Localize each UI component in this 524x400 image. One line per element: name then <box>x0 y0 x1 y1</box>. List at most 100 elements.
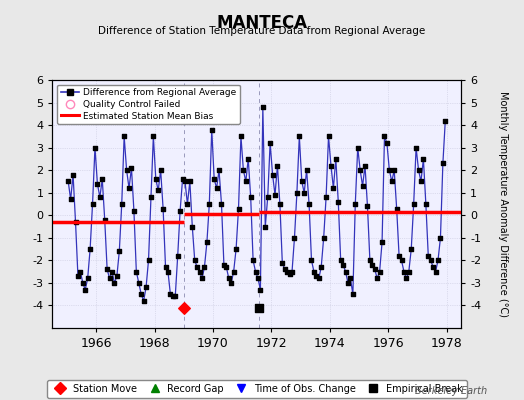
Point <box>210 176 219 182</box>
Point <box>74 273 82 279</box>
Point <box>252 268 260 275</box>
Point <box>278 260 287 266</box>
Point <box>336 257 345 264</box>
Point <box>419 156 428 162</box>
Point <box>356 167 364 173</box>
Point <box>98 176 106 182</box>
Point <box>105 275 114 282</box>
Point <box>405 268 413 275</box>
Point <box>324 133 333 140</box>
Point <box>310 268 318 275</box>
Point <box>259 104 267 110</box>
Point <box>414 167 423 173</box>
Point <box>125 185 133 192</box>
Point <box>344 280 352 286</box>
Point <box>254 275 262 282</box>
Point <box>96 194 104 200</box>
Point <box>230 268 238 275</box>
Point <box>108 268 116 275</box>
Point <box>132 268 140 275</box>
Point <box>397 257 406 264</box>
Point <box>395 253 403 259</box>
Legend: Station Move, Record Gap, Time of Obs. Change, Empirical Break: Station Move, Record Gap, Time of Obs. C… <box>47 380 467 398</box>
Point <box>298 178 306 185</box>
Point <box>271 192 279 198</box>
Point <box>234 205 243 212</box>
Point <box>86 246 94 252</box>
Point <box>273 162 281 169</box>
Point <box>64 178 72 185</box>
Text: Difference of Station Temperature Data from Regional Average: Difference of Station Temperature Data f… <box>99 26 425 36</box>
Point <box>429 264 438 270</box>
Point <box>295 133 303 140</box>
Point <box>334 198 343 205</box>
Point <box>314 275 323 282</box>
Point <box>130 208 138 214</box>
Point <box>144 257 152 264</box>
Point <box>407 246 416 252</box>
Point <box>354 144 362 151</box>
Point <box>178 176 187 182</box>
Point <box>305 201 313 207</box>
Point <box>117 201 126 207</box>
Point <box>300 190 309 196</box>
Point <box>370 266 379 272</box>
Point <box>142 284 150 291</box>
Point <box>69 172 77 178</box>
Point <box>222 264 231 270</box>
Point <box>280 266 289 272</box>
Point <box>91 144 99 151</box>
Point <box>185 178 194 185</box>
Point <box>312 273 321 279</box>
Y-axis label: Monthly Temperature Anomaly Difference (°C): Monthly Temperature Anomaly Difference (… <box>498 91 508 317</box>
Point <box>302 167 311 173</box>
Point <box>341 268 350 275</box>
Point <box>120 133 128 140</box>
Point <box>434 257 442 264</box>
Point <box>268 172 277 178</box>
Point <box>329 185 337 192</box>
Point <box>246 194 255 200</box>
Point <box>220 262 228 268</box>
Point <box>103 266 111 272</box>
Point <box>200 264 209 270</box>
Point <box>361 162 369 169</box>
Point <box>161 264 170 270</box>
Point <box>195 268 204 275</box>
Point <box>67 196 75 203</box>
Point <box>159 205 167 212</box>
Point <box>169 293 177 300</box>
Point <box>147 194 155 200</box>
Point <box>215 167 223 173</box>
Point <box>417 178 425 185</box>
Point <box>71 219 80 225</box>
Point <box>290 235 299 241</box>
Point <box>441 117 450 124</box>
Point <box>171 293 179 300</box>
Point <box>225 275 233 282</box>
Point <box>101 216 109 223</box>
Point <box>286 271 294 277</box>
Point <box>439 160 447 167</box>
Point <box>137 291 145 297</box>
Point <box>151 176 160 182</box>
Point <box>412 144 420 151</box>
Point <box>208 126 216 133</box>
Point <box>188 223 196 230</box>
Point <box>348 291 357 297</box>
Point <box>249 257 257 264</box>
Point <box>166 291 174 297</box>
Point <box>339 262 347 268</box>
Point <box>255 304 263 311</box>
Text: Berkeley Earth: Berkeley Earth <box>415 386 487 396</box>
Point <box>237 133 245 140</box>
Point <box>256 286 265 293</box>
Point <box>431 268 440 275</box>
Text: MANTECA: MANTECA <box>216 14 308 32</box>
Point <box>392 205 401 212</box>
Point <box>93 180 102 187</box>
Point <box>327 162 335 169</box>
Point <box>375 268 384 275</box>
Point <box>203 239 211 246</box>
Point <box>383 140 391 146</box>
